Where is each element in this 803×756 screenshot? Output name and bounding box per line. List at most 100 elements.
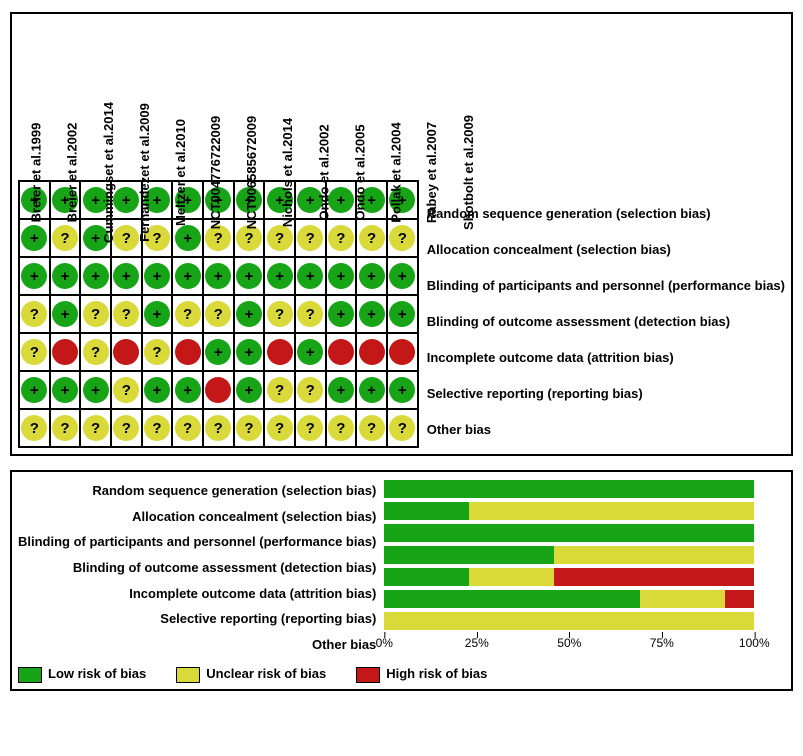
rob-cell: + [387, 257, 418, 295]
study-header: Ondo et al.2002 [306, 20, 342, 180]
domain-label: Incomplete outcome data (attrition bias) [419, 340, 785, 376]
study-header: NCT006585672009 [234, 20, 270, 180]
rob-cell: + [326, 371, 357, 409]
rob-cell: ? [387, 409, 418, 447]
summary-bar-row [384, 610, 754, 632]
rob-cell [111, 333, 142, 371]
rob-cell: + [50, 295, 81, 333]
study-header: Pollak et al.2004 [378, 20, 414, 180]
bar-segment-low [384, 480, 754, 498]
bar-segment-low [384, 546, 554, 564]
rob-cell: ? [326, 219, 357, 257]
study-header: Fernandezet et al.2009 [126, 20, 162, 180]
rob-cell: ? [80, 333, 111, 371]
rob-cell: + [142, 371, 173, 409]
rob-cell [387, 333, 418, 371]
rob-cell: ? [142, 333, 173, 371]
study-header: Breier et al.2002 [54, 20, 90, 180]
rob-cell: + [295, 257, 326, 295]
rob-cell: + [264, 257, 295, 295]
bar-segment-low [384, 590, 639, 608]
summary-label: Allocation concealment (selection bias) [18, 506, 384, 528]
rob-cell: + [387, 371, 418, 409]
rob-cell: ? [264, 295, 295, 333]
rob-cell: + [234, 333, 265, 371]
summary-bar-row [384, 566, 754, 588]
rob-cell: ? [111, 371, 142, 409]
summary-label: Selective reporting (reporting bias) [18, 608, 384, 630]
rob-cell: ? [111, 409, 142, 447]
legend-low: Low risk of bias [18, 666, 146, 683]
domain-label: Blinding of participants and personnel (… [419, 268, 785, 304]
rob-cell [326, 333, 357, 371]
rob-cell: ? [295, 371, 326, 409]
study-header: Shotbolt et al.2009 [450, 20, 486, 180]
summary-x-axis: 0%25%50%75%100% [384, 636, 754, 658]
study-header: Rabey et al.2007 [414, 20, 450, 180]
rob-cell: + [172, 257, 203, 295]
rob-cell: + [142, 257, 173, 295]
rob-cell: + [234, 295, 265, 333]
rob-cell: ? [356, 409, 387, 447]
bar-segment-unclear [640, 590, 725, 608]
summary-row-labels: Random sequence generation (selection bi… [18, 478, 384, 658]
domain-label: Selective reporting (reporting bias) [419, 376, 785, 412]
rob-cell [203, 371, 234, 409]
bar-segment-high [554, 568, 754, 586]
axis-tick: 75% [650, 636, 674, 650]
rob-cell: ? [111, 295, 142, 333]
study-header: Meltzer et al.2010 [162, 20, 198, 180]
rob-cell: + [387, 295, 418, 333]
rob-cell: ? [356, 219, 387, 257]
axis-tick: 50% [557, 636, 581, 650]
bar-segment-unclear [554, 546, 754, 564]
rob-cell: ? [326, 409, 357, 447]
summary-label: Blinding of outcome assessment (detectio… [18, 557, 384, 579]
rob-cell: ? [142, 409, 173, 447]
bar-segment-unclear [384, 612, 754, 630]
rob-cell: + [203, 257, 234, 295]
domain-label: Allocation concealment (selection bias) [419, 232, 785, 268]
study-column-headers: Breier et al.1999Breier et al.2002Cummin… [18, 20, 785, 180]
rob-cell: ? [264, 409, 295, 447]
summary-bar-row [384, 522, 754, 544]
rob-cell: + [19, 257, 50, 295]
rob-cell: ? [234, 409, 265, 447]
domain-label: Other bias [419, 412, 785, 448]
rob-cell: ? [295, 409, 326, 447]
rob-cell: ? [172, 295, 203, 333]
rob-cell [264, 333, 295, 371]
rob-cell: + [111, 257, 142, 295]
rob-cell: ? [19, 295, 50, 333]
rob-cell: ? [19, 409, 50, 447]
rob-cell: ? [203, 409, 234, 447]
rob-cell: ? [80, 295, 111, 333]
domain-row-labels: Random sequence generation (selection bi… [419, 196, 785, 448]
rob-cell: ? [50, 219, 81, 257]
summary-label: Other bias [18, 634, 384, 656]
rob-cell [172, 333, 203, 371]
rob-cell: + [172, 371, 203, 409]
axis-tick: 100% [739, 636, 770, 650]
axis-tick: 0% [376, 636, 393, 650]
summary-bar-row [384, 588, 754, 610]
study-header: Ondo et al.2005 [342, 20, 378, 180]
rob-cell: + [234, 371, 265, 409]
rob-cell: ? [264, 371, 295, 409]
rob-cell: + [326, 257, 357, 295]
rob-cell: ? [387, 219, 418, 257]
bar-segment-low [384, 568, 469, 586]
rob-cell: + [356, 257, 387, 295]
study-header: Breier et al.1999 [18, 20, 54, 180]
rob-cell: ? [295, 219, 326, 257]
legend: Low risk of bias Unclear risk of bias Hi… [18, 666, 785, 683]
summary-bar-row [384, 544, 754, 566]
rob-cell: ? [50, 409, 81, 447]
bar-segment-unclear [469, 502, 754, 520]
rob-cell: + [19, 219, 50, 257]
summary-bar-row [384, 500, 754, 522]
study-header: Cummingset et al.2014 [90, 20, 126, 180]
rob-cell: + [80, 257, 111, 295]
bar-segment-low [384, 524, 754, 542]
rob-cell: + [326, 295, 357, 333]
